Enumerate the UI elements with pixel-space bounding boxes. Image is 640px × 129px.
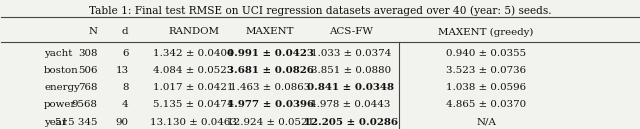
Text: 12.205 ± 0.0286: 12.205 ± 0.0286 [303, 118, 397, 127]
Text: d: d [122, 27, 129, 37]
Text: year: year [44, 118, 67, 127]
Text: 1.342 ± 0.0404: 1.342 ± 0.0404 [153, 49, 234, 58]
Text: N/A: N/A [476, 118, 496, 127]
Text: RANDOM: RANDOM [168, 27, 219, 37]
Text: 308: 308 [78, 49, 98, 58]
Text: 9568: 9568 [72, 100, 98, 109]
Text: 0.841 ± 0.0348: 0.841 ± 0.0348 [307, 83, 394, 92]
Text: 768: 768 [78, 83, 98, 92]
Text: 4.084 ± 0.0523: 4.084 ± 0.0523 [154, 66, 234, 75]
Text: 6: 6 [122, 49, 129, 58]
Text: 3.681 ± 0.0826: 3.681 ± 0.0826 [227, 66, 314, 75]
Text: 1.017 ± 0.0421: 1.017 ± 0.0421 [153, 83, 234, 92]
Text: 8: 8 [122, 83, 129, 92]
Text: 1.463 ± 0.0863: 1.463 ± 0.0863 [230, 83, 310, 92]
Text: 13.130 ± 0.0463: 13.130 ± 0.0463 [150, 118, 237, 127]
Text: 90: 90 [115, 118, 129, 127]
Text: 0.991 ± 0.0423: 0.991 ± 0.0423 [227, 49, 314, 58]
Text: boston: boston [44, 66, 79, 75]
Text: 13: 13 [115, 66, 129, 75]
Text: 4.977 ± 0.0396: 4.977 ± 0.0396 [227, 100, 314, 109]
Text: Table 1: Final test RMSE on UCI regression datasets averaged over 40 (year: 5) s: Table 1: Final test RMSE on UCI regressi… [89, 5, 551, 16]
Text: 4: 4 [122, 100, 129, 109]
Text: yacht: yacht [44, 49, 72, 58]
Text: ACS-FW: ACS-FW [329, 27, 372, 37]
Text: 0.940 ± 0.0355: 0.940 ± 0.0355 [446, 49, 526, 58]
Text: 1.038 ± 0.0596: 1.038 ± 0.0596 [446, 83, 526, 92]
Text: 4.978 ± 0.0443: 4.978 ± 0.0443 [310, 100, 391, 109]
Text: 3.851 ± 0.0880: 3.851 ± 0.0880 [310, 66, 390, 75]
Text: 1.033 ± 0.0374: 1.033 ± 0.0374 [310, 49, 391, 58]
Text: 5.135 ± 0.0471: 5.135 ± 0.0471 [154, 100, 234, 109]
Text: energy: energy [44, 83, 80, 92]
Text: MAXENT (greedy): MAXENT (greedy) [438, 27, 534, 37]
Text: N: N [89, 27, 98, 37]
Text: 12.924 ± 0.0521: 12.924 ± 0.0521 [227, 118, 314, 127]
Text: 4.865 ± 0.0370: 4.865 ± 0.0370 [446, 100, 526, 109]
Text: MAXENT: MAXENT [246, 27, 294, 37]
Text: power: power [44, 100, 76, 109]
Text: 3.523 ± 0.0736: 3.523 ± 0.0736 [446, 66, 526, 75]
Text: 515 345: 515 345 [55, 118, 98, 127]
Text: 506: 506 [78, 66, 98, 75]
